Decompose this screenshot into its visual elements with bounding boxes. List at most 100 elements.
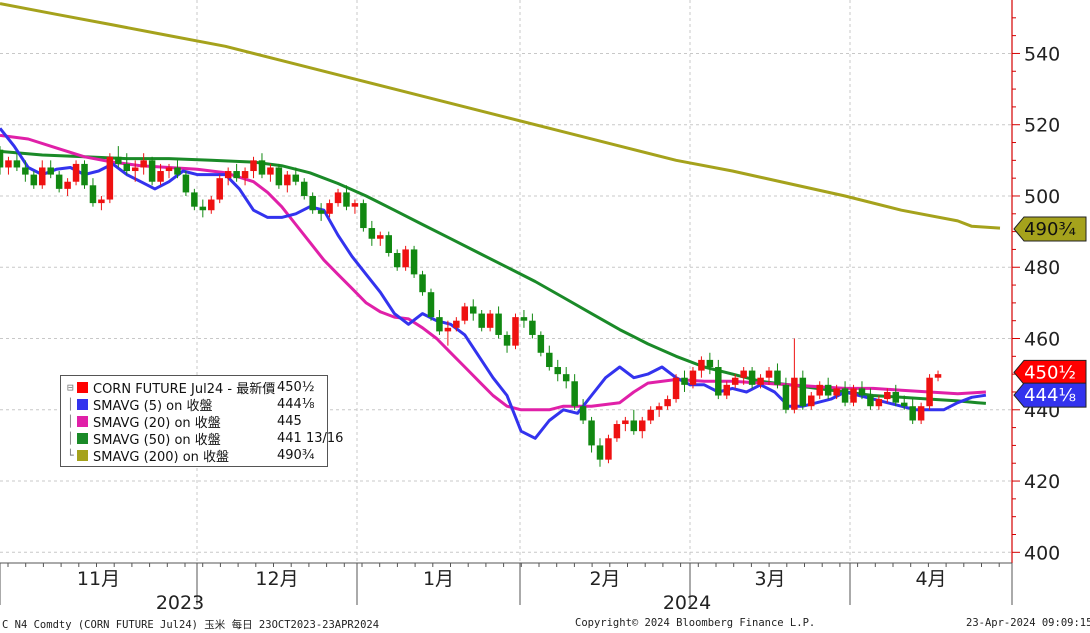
candle-body <box>453 320 460 328</box>
sma5-line <box>0 127 987 440</box>
candle-body <box>664 399 671 407</box>
legend-row-sma5: │ SMAVG (5) on 收盤 444⅛ <box>67 396 321 414</box>
legend-row-sma50: │ SMAVG (50) on 收盤 441 13/16 <box>67 430 343 448</box>
legend-value: 445 <box>277 414 302 429</box>
candle-body <box>900 402 908 407</box>
candle-body <box>495 313 502 335</box>
candle-body <box>596 445 604 460</box>
price-tag-label: 444⅛ <box>1024 385 1076 406</box>
candle-body <box>157 171 164 182</box>
candle-body <box>512 317 519 346</box>
candle-body <box>850 388 857 403</box>
x-month-label: 1月 <box>423 568 454 590</box>
candle-body <box>537 334 545 353</box>
candle-body <box>529 320 536 335</box>
candle-body <box>892 391 900 403</box>
legend-swatch <box>77 382 88 393</box>
candle-body <box>723 384 731 396</box>
candle-body <box>309 195 316 211</box>
candle-body <box>520 317 528 321</box>
candle-body <box>799 377 807 407</box>
y-tick-label: 460 <box>1024 329 1060 351</box>
y-tick-label: 480 <box>1024 257 1060 279</box>
candle-body <box>909 406 916 421</box>
candle-body <box>368 228 376 239</box>
tree-expand-icon[interactable]: ⊟ <box>67 381 74 394</box>
candle-body <box>199 206 207 211</box>
candle-body <box>672 377 680 400</box>
candle-body <box>715 367 722 396</box>
candle-body <box>148 160 156 182</box>
candle-body <box>461 306 469 321</box>
candle-body <box>875 399 883 407</box>
legend-value: 450½ <box>277 380 315 395</box>
candle-body <box>622 420 629 425</box>
candle-body <box>402 249 409 268</box>
candle-body <box>351 203 359 207</box>
candle-body <box>655 406 663 410</box>
candle-body <box>233 171 240 179</box>
candle-body <box>208 199 215 211</box>
price-tag <box>1013 359 1087 385</box>
candle-body <box>5 160 12 168</box>
price-tag-label: 490¾ <box>1024 219 1076 240</box>
candle-body <box>174 167 181 175</box>
candle-body <box>64 181 71 189</box>
candle-body <box>808 395 815 407</box>
candle-body <box>884 391 891 400</box>
candle-body <box>740 370 747 378</box>
candle-body <box>571 381 578 407</box>
candle-body <box>81 163 88 186</box>
candle-body <box>478 313 485 328</box>
candle-body <box>757 377 764 385</box>
y-tick-label: 540 <box>1024 43 1060 65</box>
legend[interactable]: ⊟ CORN FUTURE Jul24 - 最新價 450½ │ SMAVG (… <box>60 375 343 467</box>
candle-body <box>926 377 933 407</box>
sma200-line <box>0 2 1001 230</box>
candle-body <box>224 171 232 179</box>
candle-body <box>774 370 781 385</box>
candle-body <box>436 317 443 332</box>
candle-body <box>47 167 54 175</box>
candle-body <box>165 167 173 172</box>
candle-body <box>98 199 105 204</box>
candle-body <box>765 370 773 378</box>
candle-body <box>469 306 477 314</box>
y-tick-label: 520 <box>1024 115 1060 137</box>
legend-label: SMAVG (50) on 收盤 <box>93 433 221 448</box>
x-year-label: 2024 <box>663 592 711 614</box>
candle-body <box>241 171 249 179</box>
candle-body <box>689 370 697 385</box>
candle-body <box>867 395 874 407</box>
sma50-line <box>0 149 987 405</box>
candle-body <box>385 235 392 253</box>
candle-body <box>748 370 756 385</box>
x-month-label: 12月 <box>255 568 298 590</box>
tree-line-icon: │ <box>67 398 74 411</box>
legend-swatch <box>77 433 88 444</box>
candle-body <box>250 160 257 172</box>
candle-body <box>824 384 832 396</box>
candlesticks <box>0 146 942 467</box>
candle-body <box>191 192 198 207</box>
candle-body <box>841 388 849 403</box>
candle-body <box>630 420 638 432</box>
sma20-line <box>0 133 986 412</box>
candle-body <box>258 160 266 175</box>
candle-body <box>326 203 333 214</box>
x-axis: 11月 12月 1月 2月 3月 4月 2023 2024 <box>0 562 1013 614</box>
price-tag <box>1013 216 1087 242</box>
tree-line-icon: │ <box>67 432 74 445</box>
candle-body <box>115 156 122 164</box>
candle-body <box>444 327 452 332</box>
candle-body <box>39 167 46 186</box>
legend-label: SMAVG (20) on 收盤 <box>93 416 221 431</box>
candle-body <box>30 174 38 186</box>
legend-label: SMAVG (200) on 收盤 <box>93 450 230 465</box>
candle-body <box>123 163 131 172</box>
legend-label: CORN FUTURE Jul24 - 最新價 <box>93 382 276 397</box>
legend-swatch <box>77 450 88 461</box>
candle-body <box>934 374 942 378</box>
price-tag-label: 450½ <box>1024 362 1076 383</box>
candle-body <box>647 409 654 421</box>
